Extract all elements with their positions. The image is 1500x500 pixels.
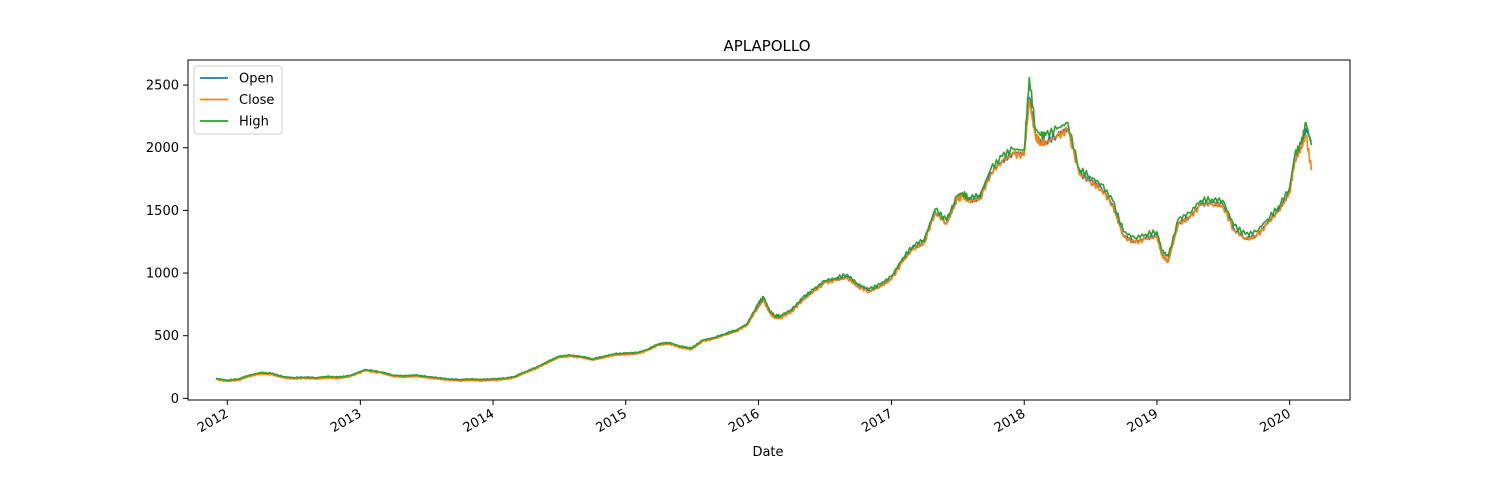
series-line-high: [215, 76, 1313, 382]
legend: Open Close High: [193, 65, 283, 135]
y-tick-label: 2000: [146, 141, 179, 156]
legend-label-close: Close: [239, 93, 274, 108]
plot-frame: [187, 59, 1351, 401]
legend-label-high: High: [239, 115, 269, 130]
y-axis: 0 500 1000 1500 2000 2500: [146, 79, 188, 407]
chart-title: APLAPOLLO: [723, 37, 810, 55]
y-tick-label: 1500: [146, 204, 179, 219]
y-tick-label: 2500: [146, 79, 179, 94]
y-tick-label: 1000: [146, 267, 179, 282]
legend-label-open: Open: [239, 72, 274, 87]
y-tick-label: 500: [154, 329, 179, 344]
x-axis-label: Date: [752, 445, 783, 460]
legend-box: [193, 65, 283, 135]
y-tick-label: 0: [171, 392, 179, 407]
plot-lines: [215, 76, 1313, 383]
